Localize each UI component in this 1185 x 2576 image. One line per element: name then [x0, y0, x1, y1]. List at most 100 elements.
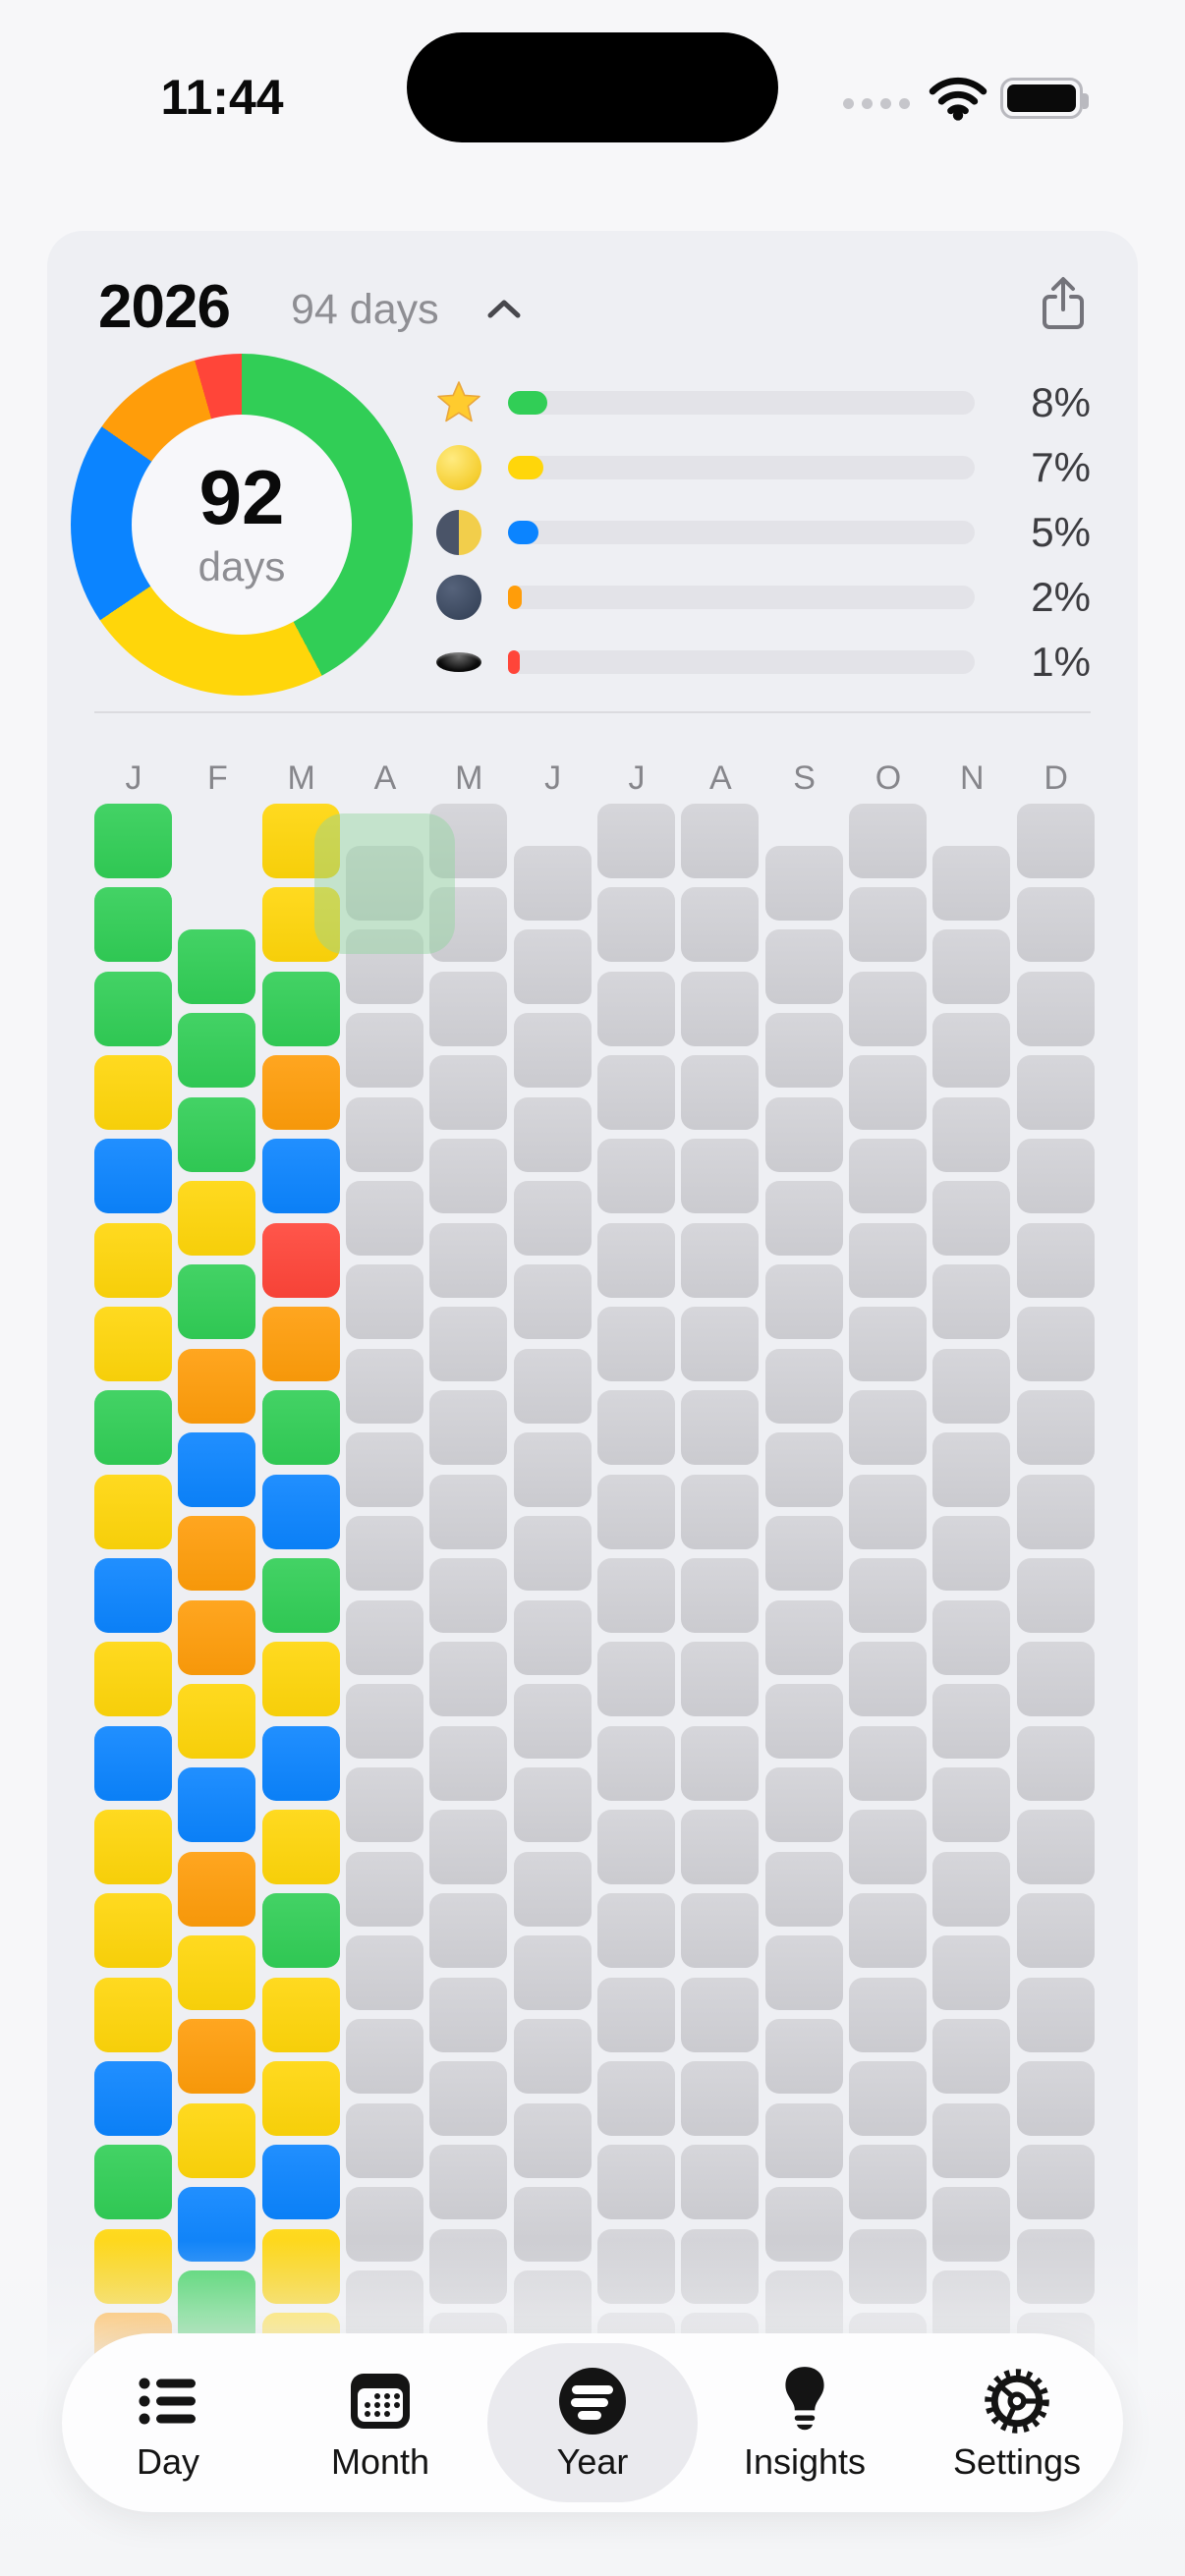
- day-cell-empty[interactable]: [1016, 1390, 1095, 1466]
- day-cell-empty[interactable]: [429, 1306, 508, 1381]
- day-cell-empty[interactable]: [932, 845, 1011, 921]
- day-cell-empty[interactable]: [848, 2145, 927, 2220]
- day-cell-empty[interactable]: [596, 1893, 675, 1969]
- day-cell-empty[interactable]: [1016, 971, 1095, 1046]
- day-cell-empty[interactable]: [848, 971, 927, 1046]
- day-cell-empty[interactable]: [345, 1599, 423, 1675]
- day-cell-empty[interactable]: [848, 1306, 927, 1381]
- day-cell-rated[interactable]: [178, 1767, 256, 1843]
- page-title-year[interactable]: 2026: [98, 273, 231, 341]
- day-cell-empty[interactable]: [596, 1390, 675, 1466]
- day-cell-empty[interactable]: [345, 1096, 423, 1172]
- day-cell-empty[interactable]: [1016, 1809, 1095, 1884]
- day-cell-rated[interactable]: [261, 1139, 340, 1214]
- day-cell-empty[interactable]: [596, 2145, 675, 2220]
- day-cell-empty[interactable]: [513, 1934, 592, 2010]
- day-cell-empty[interactable]: [429, 1809, 508, 1884]
- day-cell-rated[interactable]: [178, 1599, 256, 1675]
- day-cell-empty[interactable]: [681, 1725, 760, 1801]
- day-cell-rated[interactable]: [94, 2060, 172, 2136]
- day-cell-empty[interactable]: [932, 2102, 1011, 2178]
- day-cell-empty[interactable]: [596, 804, 675, 878]
- day-cell-empty[interactable]: [345, 1516, 423, 1592]
- day-cell-rated[interactable]: [178, 1851, 256, 1927]
- day-cell-empty[interactable]: [932, 1599, 1011, 1675]
- day-cell-rated[interactable]: [178, 1516, 256, 1592]
- day-cell-empty[interactable]: [681, 1054, 760, 1130]
- day-cell-empty[interactable]: [1016, 887, 1095, 963]
- day-cell-empty[interactable]: [932, 1013, 1011, 1089]
- day-cell-empty[interactable]: [429, 1977, 508, 2052]
- day-cell-empty[interactable]: [932, 1180, 1011, 1256]
- day-cell-empty[interactable]: [345, 1851, 423, 1927]
- day-cell-empty[interactable]: [1016, 1725, 1095, 1801]
- tab-year[interactable]: Year: [486, 2333, 699, 2512]
- day-cell-empty[interactable]: [596, 1139, 675, 1214]
- day-cell-rated[interactable]: [94, 1139, 172, 1214]
- day-cell-rated[interactable]: [178, 1348, 256, 1424]
- day-cell-empty[interactable]: [681, 1642, 760, 1717]
- day-cell-empty[interactable]: [1016, 1977, 1095, 2052]
- day-cell-rated[interactable]: [261, 1222, 340, 1298]
- day-cell-rated[interactable]: [261, 2145, 340, 2220]
- day-cell-empty[interactable]: [932, 1264, 1011, 1340]
- day-cell-empty[interactable]: [513, 2019, 592, 2095]
- day-cell-empty[interactable]: [429, 1725, 508, 1801]
- day-cell-empty[interactable]: [932, 928, 1011, 1004]
- day-cell-rated[interactable]: [261, 1893, 340, 1969]
- share-icon[interactable]: [1038, 274, 1089, 338]
- day-cell-empty[interactable]: [681, 804, 760, 878]
- day-cell-empty[interactable]: [932, 1683, 1011, 1759]
- day-cell-rated[interactable]: [94, 1977, 172, 2052]
- day-cell-rated[interactable]: [94, 804, 172, 878]
- day-cell-rated[interactable]: [261, 1725, 340, 1801]
- day-cell-empty[interactable]: [764, 1348, 843, 1424]
- day-cell-rated[interactable]: [94, 1557, 172, 1633]
- day-cell-empty[interactable]: [429, 1390, 508, 1466]
- day-cell-empty[interactable]: [764, 1767, 843, 1843]
- day-cell-empty[interactable]: [681, 1222, 760, 1298]
- day-cell-rated[interactable]: [94, 1390, 172, 1466]
- day-cell-rated[interactable]: [261, 2060, 340, 2136]
- day-cell-empty[interactable]: [513, 2102, 592, 2178]
- day-cell-rated[interactable]: [94, 2145, 172, 2220]
- day-cell-rated[interactable]: [261, 971, 340, 1046]
- day-cell-rated[interactable]: [178, 1096, 256, 1172]
- day-cell-rated[interactable]: [178, 2102, 256, 2178]
- day-cell-empty[interactable]: [345, 1767, 423, 1843]
- day-cell-empty[interactable]: [681, 1139, 760, 1214]
- day-cell-empty[interactable]: [1016, 2060, 1095, 2136]
- day-cell-empty[interactable]: [848, 1557, 927, 1633]
- day-cell-empty[interactable]: [596, 1222, 675, 1298]
- day-cell-empty[interactable]: [848, 1139, 927, 1214]
- day-cell-empty[interactable]: [681, 1557, 760, 1633]
- day-cell-empty[interactable]: [513, 1683, 592, 1759]
- day-cell-empty[interactable]: [848, 1725, 927, 1801]
- day-cell-empty[interactable]: [681, 1390, 760, 1466]
- day-cell-rated[interactable]: [94, 1222, 172, 1298]
- day-cell-empty[interactable]: [345, 2102, 423, 2178]
- day-cell-empty[interactable]: [681, 1809, 760, 1884]
- day-cell-empty[interactable]: [429, 2145, 508, 2220]
- day-cell-empty[interactable]: [848, 1222, 927, 1298]
- day-cell-empty[interactable]: [429, 1222, 508, 1298]
- day-cell-empty[interactable]: [848, 1390, 927, 1466]
- day-cell-empty[interactable]: [513, 1013, 592, 1089]
- day-cell-rated[interactable]: [94, 1474, 172, 1549]
- day-cell-empty[interactable]: [596, 1306, 675, 1381]
- day-cell-empty[interactable]: [345, 928, 423, 1004]
- day-cell-empty[interactable]: [345, 1683, 423, 1759]
- day-cell-empty[interactable]: [681, 1977, 760, 2052]
- day-cell-empty[interactable]: [848, 1642, 927, 1717]
- day-cell-empty[interactable]: [932, 2019, 1011, 2095]
- day-cell-empty[interactable]: [932, 1934, 1011, 2010]
- day-cell-empty[interactable]: [513, 845, 592, 921]
- day-cell-empty[interactable]: [513, 1264, 592, 1340]
- day-cell-empty[interactable]: [681, 1474, 760, 1549]
- day-cell-empty[interactable]: [345, 1264, 423, 1340]
- day-cell-empty[interactable]: [848, 1809, 927, 1884]
- day-cell-rated[interactable]: [94, 1893, 172, 1969]
- day-cell-empty[interactable]: [1016, 1306, 1095, 1381]
- day-cell-empty[interactable]: [429, 971, 508, 1046]
- day-cell-empty[interactable]: [345, 1013, 423, 1089]
